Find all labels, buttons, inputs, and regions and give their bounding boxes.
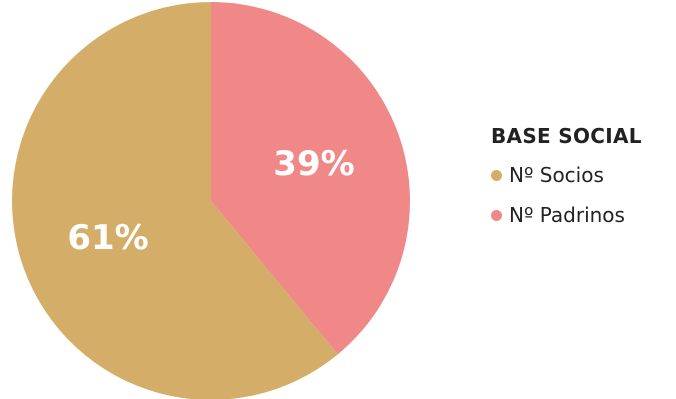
legend-item-padrinos: Nº Padrinos (491, 200, 671, 230)
legend-swatch-padrinos (491, 209, 502, 221)
pie-slice-1 (211, 2, 410, 355)
slice-label-1: 39% (273, 144, 354, 184)
slice-label-0: 61% (67, 218, 148, 258)
legend-swatch-socios (491, 169, 502, 181)
legend-label-socios: Nº Socios (509, 163, 604, 187)
legend-item-socios: Nº Socios (491, 160, 671, 190)
legend: BASE SOCIAL Nº Socios Nº Padrinos (491, 124, 671, 240)
chart-title: BASE SOCIAL (491, 124, 642, 148)
pie-slice-0 (12, 2, 338, 399)
legend-label-padrinos: Nº Padrinos (509, 203, 625, 227)
